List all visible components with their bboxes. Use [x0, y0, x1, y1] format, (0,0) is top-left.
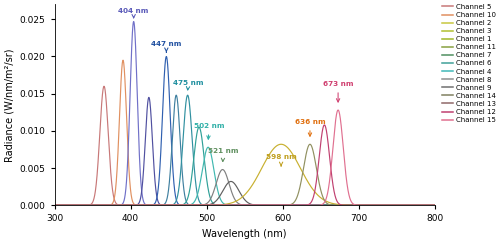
- Text: 447 nm: 447 nm: [151, 41, 182, 52]
- Text: 673 nm: 673 nm: [323, 81, 354, 102]
- Text: 404 nm: 404 nm: [118, 8, 149, 18]
- Text: 475 nm: 475 nm: [173, 80, 204, 90]
- Y-axis label: Radiance (W/nm/m²/sr): Radiance (W/nm/m²/sr): [4, 48, 14, 162]
- Text: 521 nm: 521 nm: [208, 148, 238, 162]
- Text: 636 nm: 636 nm: [294, 119, 326, 136]
- X-axis label: Wavelength (nm): Wavelength (nm): [202, 229, 287, 239]
- Text: 598 nm: 598 nm: [266, 154, 296, 166]
- Legend: Channel 5, Channel 10, Channel 2, Channel 3, Channel 1, Channel 11, Channel 7, C: Channel 5, Channel 10, Channel 2, Channe…: [442, 4, 496, 123]
- Text: 502 nm: 502 nm: [194, 123, 224, 139]
